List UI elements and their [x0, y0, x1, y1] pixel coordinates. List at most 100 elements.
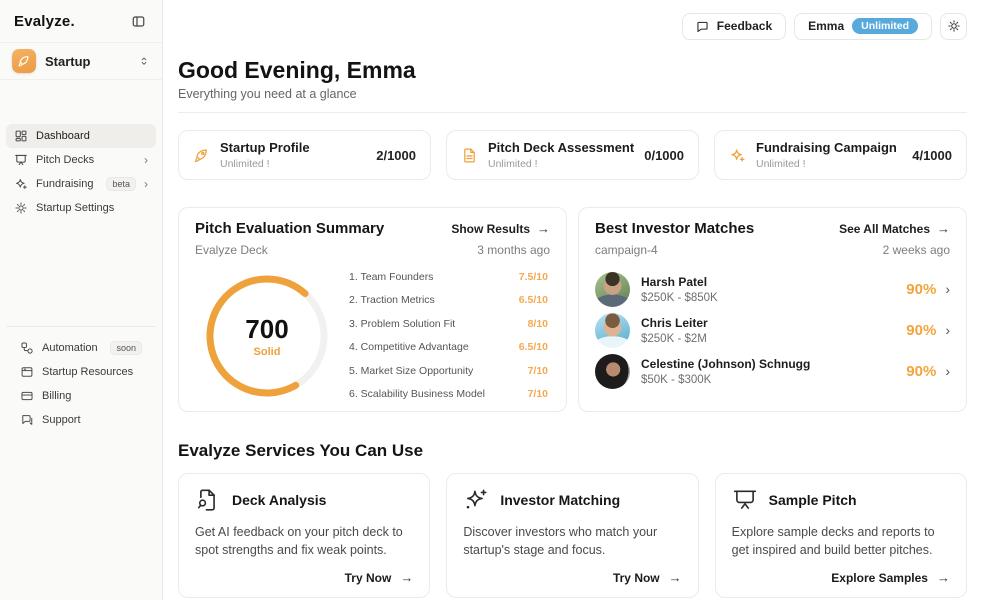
topbar: Feedback Emma Unlimited — [178, 0, 967, 44]
sidebar-item-label: Startup Settings — [36, 202, 115, 214]
action-label: Try Now — [344, 570, 392, 585]
criterion-score: 6.5/10 — [518, 294, 548, 307]
logo-row: Evalyze. — [0, 0, 162, 43]
stat-title: Startup Profile — [220, 140, 310, 155]
sidebar-item-label: Billing — [42, 390, 72, 402]
sidebar-item-label: Automation — [42, 342, 98, 354]
service-title: Sample Pitch — [768, 492, 857, 508]
presentation-icon — [15, 154, 27, 166]
investor-name: Chris Leiter — [641, 315, 708, 330]
services-title: Evalyze Services You Can Use — [178, 441, 424, 460]
sidebar-item-label: Support — [42, 414, 81, 426]
investor-name: Harsh Patel — [641, 274, 708, 289]
campaign-name: campaign-4 — [595, 243, 658, 257]
match-percent: 90% — [906, 321, 937, 339]
sun-icon — [947, 20, 960, 32]
stat-text: Pitch Deck Assessment Unlimited ! — [488, 140, 634, 170]
stat-subtitle: Unlimited ! — [488, 158, 538, 170]
investor-list: Harsh Patel $250K - $850K 90% › Chris Le… — [595, 269, 950, 391]
criterion-score: 8/10 — [527, 317, 548, 330]
service-card-deck-analysis[interactable]: Deck Analysis Get AI feedback on your pi… — [178, 473, 431, 598]
evaluation-list: 1. Team Founders 7.5/10 2. Traction Metr… — [349, 265, 550, 406]
try-now-link[interactable]: Try Now → — [463, 570, 682, 585]
sparkles-icon — [729, 147, 746, 164]
sidebar-nav: Dashboard Pitch Decks › Fundraising beta… — [0, 124, 162, 432]
service-title: Deck Analysis — [232, 492, 327, 508]
plan-badge: Unlimited — [852, 18, 918, 34]
user-menu-button[interactable]: Emma Unlimited — [794, 12, 932, 40]
chat-icon — [22, 415, 33, 425]
page-subtitle: Everything you need at a glance — [178, 87, 357, 101]
criterion-label: 2. Traction Metrics — [349, 294, 435, 307]
dashboard-icon — [15, 130, 27, 142]
sidebar-item-startup-settings[interactable]: Startup Settings — [6, 196, 156, 220]
stat-card-startup-profile[interactable]: Startup Profile Unlimited ! 2/1000 — [178, 130, 431, 180]
avatar — [595, 312, 630, 348]
stat-subtitle: Unlimited ! — [756, 158, 806, 170]
service-card-sample-pitch[interactable]: Sample Pitch Explore sample decks and re… — [714, 473, 967, 598]
avatar — [595, 353, 630, 389]
investor-range: $250K - $2M — [641, 332, 707, 345]
criterion-label: 1. Team Founders — [349, 270, 434, 283]
file-search-icon — [195, 487, 221, 513]
avatar — [595, 271, 630, 307]
evaluation-item: 3. Problem Solution Fit 8/10 — [349, 312, 548, 336]
arrow-right-icon: → — [400, 570, 414, 585]
chevron-right-icon: › — [144, 153, 148, 167]
services-row: Deck Analysis Get AI feedback on your pi… — [178, 473, 967, 598]
workspace-selector[interactable]: Startup — [0, 43, 162, 80]
stat-card-pitch-deck-assessment[interactable]: Pitch Deck Assessment Unlimited ! 0/1000 — [446, 130, 699, 180]
sidebar-item-label: Pitch Decks — [36, 154, 95, 166]
sidebar-item-automation[interactable]: Automation soon — [12, 336, 150, 360]
show-results-link[interactable]: Show Results → — [451, 221, 550, 236]
sidebar-item-startup-resources[interactable]: Startup Resources — [12, 360, 150, 384]
sparkle-plus-icon — [463, 487, 489, 513]
explore-samples-link[interactable]: Explore Samples → — [732, 570, 950, 585]
investor-row[interactable]: Chris Leiter $250K - $2M 90% › — [595, 310, 950, 350]
investor-row[interactable]: Harsh Patel $250K - $850K 90% › — [595, 269, 950, 309]
evaluation-item: 4. Competitive Advantage 6.5/10 — [349, 336, 548, 360]
stat-title: Fundraising Campaign — [756, 140, 897, 155]
panel-title: Pitch Evaluation Summary — [195, 220, 385, 237]
gauge-arc — [206, 275, 328, 396]
stat-card-fundraising-campaign[interactable]: Fundraising Campaign Unlimited ! 4/1000 — [714, 130, 967, 180]
rocket-icon — [12, 49, 36, 73]
score-gauge: 700 Solid — [201, 270, 333, 402]
see-all-matches-link[interactable]: See All Matches → — [839, 221, 950, 236]
sidebar-item-label: Fundraising — [36, 178, 94, 190]
panel-title: Best Investor Matches — [595, 220, 755, 237]
chevron-right-icon: › — [144, 177, 148, 191]
soon-badge: soon — [110, 341, 142, 355]
speech-bubble-icon — [697, 21, 708, 32]
workspace-name: Startup — [45, 53, 91, 69]
sidebar-item-dashboard[interactable]: Dashboard — [6, 124, 156, 148]
criterion-label: 4. Competitive Advantage — [349, 341, 469, 354]
page-title: Good Evening, Emma — [178, 57, 416, 83]
stat-subtitle: Unlimited ! — [220, 158, 270, 170]
criterion-label: 6. Scalability Business Model — [349, 388, 485, 401]
sidebar-item-billing[interactable]: Billing — [12, 384, 150, 408]
service-card-investor-matching[interactable]: Investor Matching Discover investors who… — [446, 473, 699, 598]
sidebar-item-fundraising[interactable]: Fundraising beta › — [6, 172, 156, 196]
sidebar-item-support[interactable]: Support — [12, 408, 150, 432]
stat-value: 0/1000 — [644, 147, 684, 163]
pitch-evaluation-panel: Pitch Evaluation Summary Show Results → … — [178, 207, 567, 412]
investor-row[interactable]: Celestine (Johnson) Schnugg $50K - $300K… — [595, 351, 950, 391]
sidebar-toggle-icon[interactable] — [129, 12, 148, 31]
action-label: See All Matches — [839, 221, 930, 236]
service-description: Get AI feedback on your pitch deck to sp… — [195, 525, 403, 557]
divider — [178, 112, 967, 113]
service-description: Explore sample decks and reports to get … — [731, 525, 935, 557]
feedback-label: Feedback — [716, 19, 773, 33]
investor-range: $250K - $850K — [641, 291, 718, 304]
investor-range: $50K - $300K — [641, 373, 712, 386]
arrow-right-icon: → — [668, 570, 682, 585]
gauge-score: 700 — [245, 313, 289, 344]
theme-toggle-button[interactable] — [940, 12, 967, 40]
stat-value: 4/1000 — [912, 147, 952, 163]
sidebar-item-pitch-decks[interactable]: Pitch Decks › — [6, 148, 156, 172]
try-now-link[interactable]: Try Now → — [195, 570, 414, 585]
evaluation-item: 5. Market Size Opportunity 7/10 — [349, 359, 548, 383]
evaluation-item: 2. Traction Metrics 6.5/10 — [349, 289, 548, 313]
feedback-button[interactable]: Feedback — [681, 12, 787, 40]
